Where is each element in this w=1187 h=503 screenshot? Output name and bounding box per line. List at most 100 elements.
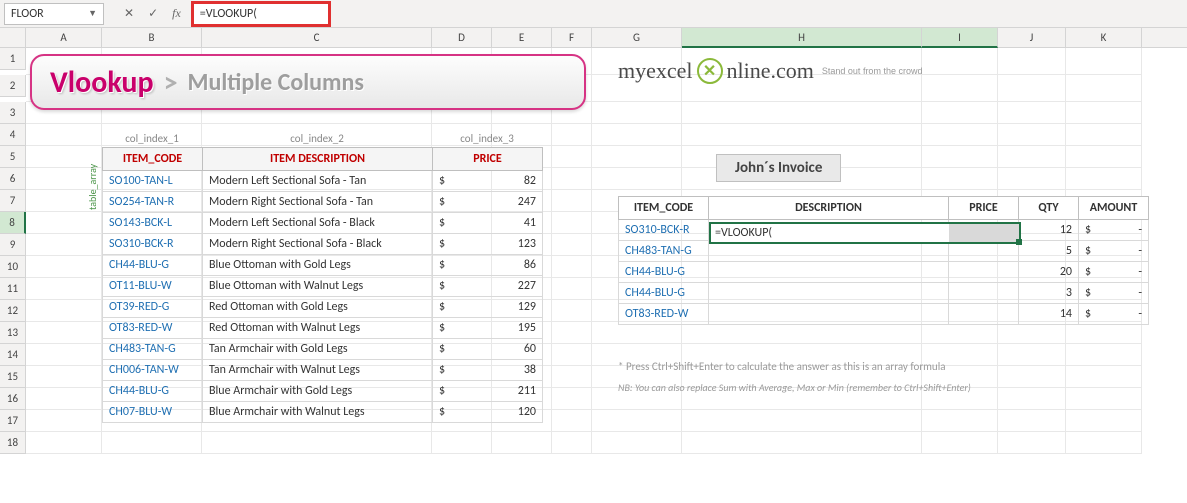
cell-code[interactable]: CH44-BLU-G [103, 381, 203, 402]
cell[interactable] [552, 168, 592, 190]
row-header-8[interactable]: 8 [0, 212, 26, 234]
cell-price[interactable]: 195 [455, 318, 543, 339]
cell-code[interactable]: OT83-RED-W [103, 318, 203, 339]
col-header-I[interactable]: I [922, 28, 998, 48]
cell-inv-code[interactable]: CH44-BLU-G [619, 283, 709, 304]
row-header-18[interactable]: 18 [0, 432, 26, 454]
cell-code[interactable]: CH483-TAN-G [103, 339, 203, 360]
cell-price[interactable]: 60 [455, 339, 543, 360]
cell-inv-qty[interactable]: 20 [1019, 262, 1079, 283]
cell-inv-qty[interactable]: 14 [1019, 304, 1079, 325]
row-header-14[interactable]: 14 [0, 344, 26, 366]
cell[interactable] [922, 124, 998, 146]
cell[interactable] [552, 344, 592, 366]
cell[interactable] [922, 168, 998, 190]
cell[interactable] [922, 432, 998, 454]
col-header-H[interactable]: H [682, 28, 922, 48]
cell-amt-val[interactable]: - [1105, 304, 1149, 325]
fx-icon[interactable]: fx [172, 6, 181, 21]
cell-code[interactable]: OT11-BLU-W [103, 276, 203, 297]
cell-price[interactable]: 247 [455, 192, 543, 213]
cell-code[interactable]: OT39-RED-G [103, 297, 203, 318]
cell-price[interactable]: 82 [455, 171, 543, 192]
cell-desc[interactable]: Red Ottoman with Gold Legs [203, 297, 433, 318]
col-header-D[interactable]: D [432, 28, 492, 48]
cell[interactable] [682, 102, 922, 124]
cell[interactable] [682, 410, 922, 432]
cell-desc[interactable]: Blue Ottoman with Walnut Legs [203, 276, 433, 297]
cell[interactable] [592, 102, 682, 124]
cell[interactable] [552, 234, 592, 256]
row-header-4[interactable]: 4 [0, 124, 26, 146]
row-header-1[interactable]: 1 [0, 48, 26, 70]
cell[interactable] [922, 322, 998, 344]
cell[interactable] [1066, 322, 1142, 344]
cell[interactable] [922, 102, 998, 124]
cell-inv-price[interactable] [949, 283, 1019, 304]
enter-icon[interactable]: ✓ [148, 6, 158, 21]
row-header-11[interactable]: 11 [0, 278, 26, 300]
cell-amt-val[interactable]: - [1105, 262, 1149, 283]
cell[interactable] [998, 432, 1066, 454]
cell[interactable] [998, 388, 1066, 410]
cell[interactable] [592, 168, 682, 190]
cell[interactable] [552, 256, 592, 278]
cell-inv-code[interactable]: SO310-BCK-R [619, 220, 709, 241]
cell[interactable] [202, 432, 432, 454]
cell[interactable] [922, 146, 998, 168]
row-header-16[interactable]: 16 [0, 388, 26, 410]
cell-amt-val[interactable]: - [1105, 283, 1149, 304]
cell[interactable] [26, 432, 102, 454]
cell-desc[interactable]: Modern Right Sectional Sofa - Tan [203, 192, 433, 213]
cell[interactable] [26, 278, 102, 300]
cell-inv-code[interactable]: OT83-RED-W [619, 304, 709, 325]
cell-price[interactable]: 129 [455, 297, 543, 318]
cell[interactable] [592, 124, 682, 146]
cell[interactable] [26, 256, 102, 278]
col-header-A[interactable]: A [26, 28, 102, 48]
cell-code[interactable]: CH006-TAN-W [103, 360, 203, 381]
col-header-F[interactable]: F [552, 28, 592, 48]
cell[interactable] [1066, 168, 1142, 190]
cell-inv-qty[interactable]: 5 [1019, 241, 1079, 262]
cell[interactable] [998, 75, 1066, 102]
cell[interactable] [26, 300, 102, 322]
cell[interactable] [552, 190, 592, 212]
cell[interactable] [1066, 388, 1142, 410]
selection-handle[interactable] [1016, 239, 1022, 245]
cell-desc[interactable]: Modern Left Sectional Sofa - Tan [203, 171, 433, 192]
cell-desc[interactable]: Modern Right Sectional Sofa - Black [203, 234, 433, 255]
cell[interactable] [922, 48, 998, 75]
cell[interactable] [26, 410, 102, 432]
name-box[interactable]: FLOOR ▼ [4, 3, 104, 25]
cell[interactable] [26, 366, 102, 388]
cell[interactable] [1066, 102, 1142, 124]
cell[interactable] [998, 102, 1066, 124]
cell[interactable] [1066, 146, 1142, 168]
col-header-K[interactable]: K [1066, 28, 1142, 48]
row-header-7[interactable]: 7 [0, 190, 26, 212]
cell[interactable] [1066, 410, 1142, 432]
cell-inv-code[interactable]: CH44-BLU-G [619, 262, 709, 283]
cell-price[interactable]: 227 [455, 276, 543, 297]
col-header-J[interactable]: J [998, 28, 1066, 48]
cell[interactable] [552, 124, 592, 146]
cell[interactable] [1066, 75, 1142, 102]
cell[interactable] [1066, 344, 1142, 366]
cell[interactable] [682, 124, 922, 146]
cell[interactable] [592, 146, 682, 168]
cell[interactable] [1066, 48, 1142, 75]
cell[interactable] [552, 366, 592, 388]
col-header-E[interactable]: E [492, 28, 552, 48]
cell-amt-val[interactable]: - [1105, 241, 1149, 262]
cell-code[interactable]: CH07-BLU-W [103, 402, 203, 423]
cell-desc[interactable]: Blue Ottoman with Gold Legs [203, 255, 433, 276]
col-header-B[interactable]: B [102, 28, 202, 48]
cell[interactable] [102, 432, 202, 454]
row-header-9[interactable]: 9 [0, 234, 26, 256]
formula-input[interactable]: =VLOOKUP( [200, 7, 257, 21]
cell[interactable] [1066, 124, 1142, 146]
row-header-10[interactable]: 10 [0, 256, 26, 278]
cell[interactable] [682, 322, 922, 344]
cell[interactable] [552, 432, 592, 454]
